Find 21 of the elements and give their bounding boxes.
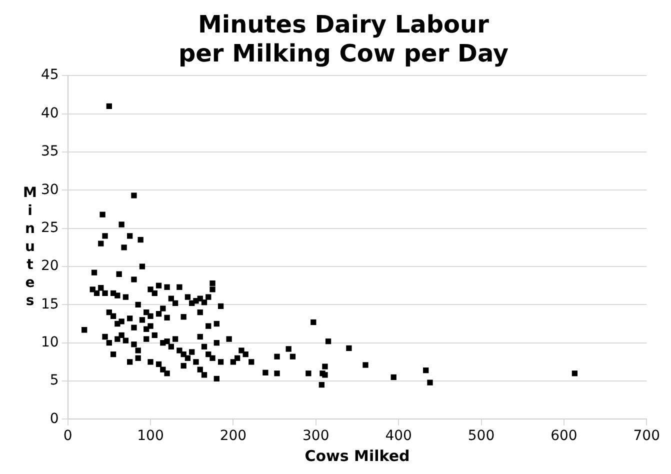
x-axis-title: Cows Milked bbox=[304, 446, 410, 465]
x-tick-label: 500 bbox=[468, 428, 495, 444]
y-tick-label: 5 bbox=[50, 372, 59, 389]
y-tick-label: 40 bbox=[40, 105, 59, 122]
x-tick-label: 0 bbox=[63, 428, 72, 444]
x-tick-label: 600 bbox=[550, 428, 578, 444]
y-tick-label: 35 bbox=[40, 144, 59, 160]
x-tick-label: 300 bbox=[302, 428, 330, 444]
chart-title: Minutes Dairy Labour per Milking Cow per Day bbox=[178, 10, 509, 68]
y-tick-label: 10 bbox=[40, 334, 59, 350]
y-tick-label: 0 bbox=[50, 410, 59, 427]
x-tick-label: 200 bbox=[220, 428, 247, 444]
y-tick-label: 45 bbox=[40, 67, 59, 84]
y-tick-label: 15 bbox=[40, 296, 59, 312]
x-tick-label: 100 bbox=[137, 428, 164, 444]
y-tick-label: 25 bbox=[40, 220, 59, 236]
y-tick-label: 20 bbox=[40, 258, 59, 274]
y-axis-title: Minutes bbox=[23, 185, 37, 310]
x-tick-label: 700 bbox=[633, 428, 660, 444]
y-tick-label: 30 bbox=[40, 182, 59, 198]
x-tick-label: 400 bbox=[385, 428, 412, 444]
